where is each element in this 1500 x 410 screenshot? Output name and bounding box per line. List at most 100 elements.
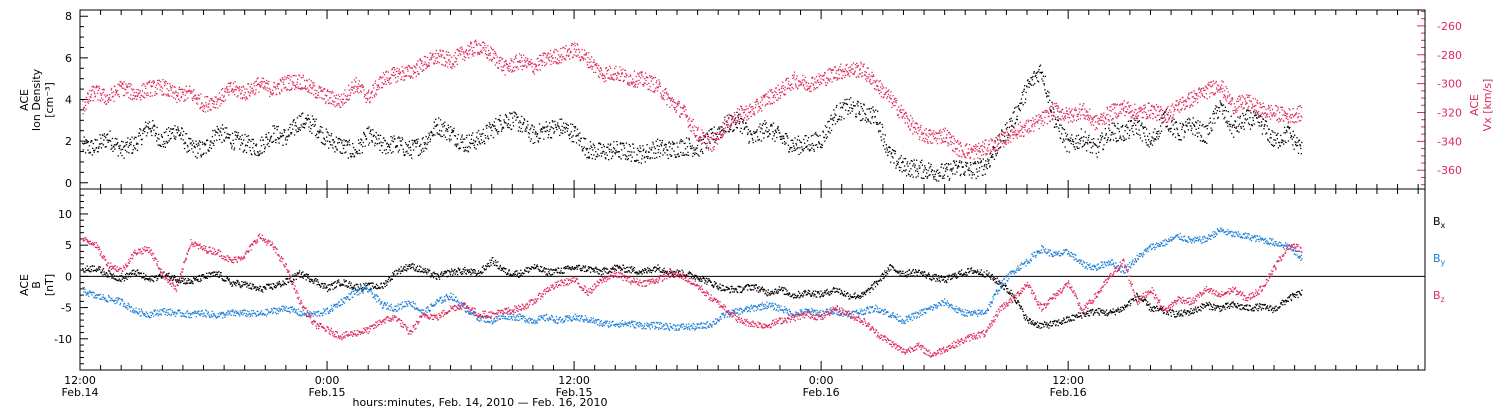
vx-series-point: [690, 130, 692, 132]
density-series-point: [683, 154, 686, 156]
vx-series-point: [340, 93, 342, 96]
density-series-point: [383, 149, 385, 151]
density-series-point: [1222, 104, 1225, 106]
density-series-point: [430, 131, 432, 133]
density-series-point: [134, 148, 137, 150]
density-series-point: [804, 135, 806, 137]
density-series-point: [1197, 120, 1199, 122]
vx-series-point: [808, 88, 811, 90]
vx-series-point: [115, 90, 118, 92]
vx-series-point: [645, 79, 647, 82]
vx-series-point: [182, 88, 184, 91]
vx-series-point: [605, 67, 607, 69]
density-series-point: [573, 126, 575, 128]
vx-series-point: [817, 79, 819, 81]
density-series-point: [213, 140, 215, 142]
density-series-point: [1107, 137, 1109, 139]
density-series-point: [913, 163, 915, 165]
density-series-point: [760, 140, 763, 142]
density-series-point: [401, 144, 403, 147]
density-series-point: [338, 137, 340, 140]
vx-series-point: [749, 112, 751, 114]
vx-series-point: [363, 96, 365, 98]
density-series-point: [242, 143, 244, 145]
density-series-point: [489, 124, 491, 126]
vx-series-point: [720, 134, 722, 137]
vx-series-point: [950, 143, 952, 146]
density-series-point: [1017, 105, 1020, 107]
density-series-point: [576, 134, 578, 136]
vx-series-point: [227, 91, 229, 93]
density-series-point: [489, 127, 492, 129]
density-series-point: [1098, 145, 1100, 147]
vx-series-point: [430, 58, 433, 61]
vx-series-point: [351, 89, 353, 91]
density-series-point: [949, 169, 951, 171]
vx-series-point: [588, 61, 590, 64]
vx-series-point: [516, 66, 518, 69]
density-series-point: [113, 144, 116, 146]
vx-series-point: [272, 93, 274, 95]
density-series-point: [496, 131, 498, 133]
density-series-point: [671, 141, 674, 143]
density-series-point: [639, 145, 641, 147]
vx-series-point: [1035, 121, 1037, 123]
vx-series-point: [273, 86, 275, 88]
vx-series-point: [605, 67, 608, 69]
vx-series-point: [995, 136, 997, 139]
vx-series-point: [1019, 121, 1021, 123]
vx-series-point: [929, 134, 932, 136]
density-series-point: [805, 135, 807, 137]
density-series-point: [249, 146, 251, 149]
vx-series-point: [658, 79, 660, 81]
vx-series-point: [542, 52, 544, 55]
density-series-point: [436, 124, 438, 126]
density-series-point: [863, 104, 865, 106]
vx-series-point: [652, 91, 654, 93]
vx-series-point: [259, 81, 261, 84]
density-series-point: [1046, 95, 1048, 97]
density-series-point: [669, 154, 671, 156]
vx-series-point: [147, 92, 149, 94]
vx-series-point: [416, 71, 419, 73]
vx-series-point: [928, 130, 930, 132]
vx-series-point: [186, 92, 188, 94]
vx-series-point: [847, 74, 849, 76]
density-series-point: [708, 147, 710, 149]
vx-series-point: [535, 66, 537, 68]
vx-series-point: [140, 94, 143, 96]
density-series-point: [411, 139, 413, 141]
density-series-point: [1017, 105, 1019, 108]
density-series-point: [676, 153, 678, 156]
density-series-point: [340, 139, 342, 141]
vx-series-point: [734, 114, 736, 116]
vx-series-point: [651, 78, 654, 80]
vx-series-point: [134, 96, 137, 98]
density-series-point: [399, 140, 401, 142]
density-series-point: [183, 143, 185, 145]
density-series-point: [715, 139, 717, 142]
vx-series-point: [656, 86, 658, 88]
vx-series-point: [296, 83, 298, 86]
vx-series-point: [1063, 119, 1065, 121]
vx-series-point: [683, 110, 685, 112]
vx-series-point: [173, 97, 175, 99]
density-series-point: [118, 145, 120, 147]
density-series-point: [738, 122, 740, 125]
vx-series-point: [856, 65, 858, 67]
density-series-point: [850, 104, 852, 106]
vx-series-point: [604, 75, 606, 77]
density-series-point: [920, 161, 922, 164]
vx-series-point: [926, 134, 928, 137]
vx-series-point: [951, 142, 953, 144]
density-series-point: [396, 145, 398, 147]
density-series-point: [1179, 139, 1181, 141]
density-series-point: [399, 137, 401, 139]
density-series-point: [116, 143, 118, 145]
vx-series-point: [554, 48, 556, 51]
vx-series-point: [309, 84, 311, 86]
vx-series-point: [622, 80, 624, 83]
density-series-point: [657, 138, 659, 140]
density-series-point: [640, 150, 642, 153]
vx-series-point: [955, 141, 958, 143]
